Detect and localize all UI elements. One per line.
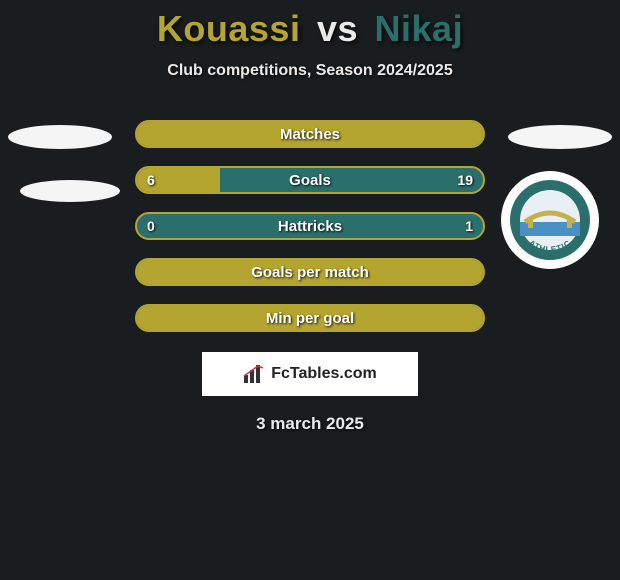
stat-bar-value-left: 6 xyxy=(147,168,155,192)
player2-club-badge: DOVER ATHLETIC xyxy=(500,170,600,270)
stat-bar-value-left: 0 xyxy=(147,214,155,238)
stat-bar: Hattricks0 1 xyxy=(135,212,485,240)
watermark: FcTables.com xyxy=(202,352,418,396)
vs-text: vs xyxy=(317,8,358,49)
stat-bar-label: Goals xyxy=(137,168,483,192)
stat-bar-label: Goals per match xyxy=(137,260,483,284)
stat-bar-label: Hattricks xyxy=(137,214,483,238)
subtitle: Club competitions, Season 2024/2025 xyxy=(0,62,620,80)
stat-bar-value-right: 19 xyxy=(457,168,473,192)
player1-avatar-placeholder-shadow xyxy=(20,180,120,202)
player2-name: Nikaj xyxy=(375,8,464,49)
comparison-bars: Matches Goals6 19 Hattricks0 1 Goals per matc… xyxy=(135,120,485,332)
stat-bar: Goals6 19 xyxy=(135,166,485,194)
stat-bar-value-right: 1 xyxy=(465,214,473,238)
stat-bar-label: Matches xyxy=(137,122,483,146)
stat-bar: Goals per match xyxy=(135,258,485,286)
player1-avatar-placeholder xyxy=(8,125,112,149)
bar-chart-icon xyxy=(243,365,265,383)
watermark-text: FcTables.com xyxy=(271,365,377,383)
stat-bar: Min per goal xyxy=(135,304,485,332)
generated-date: 3 march 2025 xyxy=(0,414,620,434)
player2-avatar-placeholder xyxy=(508,125,612,149)
stat-bar-label: Min per goal xyxy=(137,306,483,330)
page-title: Kouassi vs Nikaj xyxy=(0,0,620,50)
stat-bar: Matches xyxy=(135,120,485,148)
player1-name: Kouassi xyxy=(157,8,301,49)
club-badge-svg: DOVER ATHLETIC xyxy=(500,170,600,270)
